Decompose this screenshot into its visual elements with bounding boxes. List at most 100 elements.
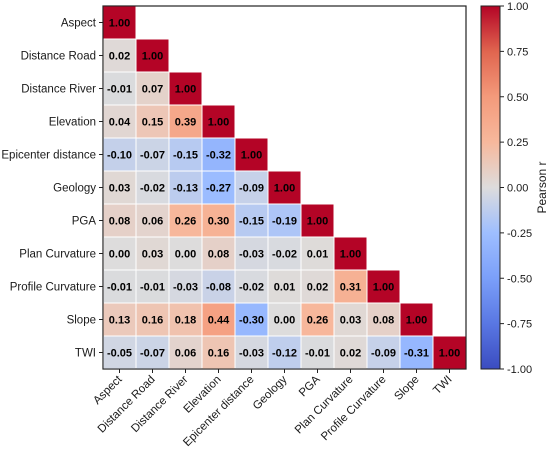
- colorbar-tick-label: -0.25: [507, 228, 532, 240]
- cell-value-label: -0.01: [107, 282, 132, 294]
- heatmap-cell: [334, 336, 367, 369]
- heatmap-cell: [235, 171, 268, 204]
- heatmap-cell: [235, 303, 268, 336]
- heatmap-cell: [136, 303, 169, 336]
- colorbar-title: Pearson r: [535, 161, 549, 213]
- cell-value-label: -0.30: [239, 315, 264, 327]
- heatmap-cell: [367, 336, 400, 369]
- cell-value-label: -0.15: [239, 216, 264, 228]
- heatmap-cell: [103, 138, 136, 171]
- heatmap-cell: [400, 336, 433, 369]
- cell-value-label: 0.30: [208, 216, 229, 228]
- cell-value-label: -0.07: [140, 150, 165, 162]
- y-tick-label: Slope: [67, 315, 96, 327]
- x-tick-label: Profile Curvature: [319, 374, 389, 444]
- heatmap-cell: [136, 171, 169, 204]
- heatmap-cell: [136, 237, 169, 270]
- heatmap-cell: [202, 336, 235, 369]
- heatmap-cell: [202, 204, 235, 237]
- y-tick-label: Elevation: [49, 117, 96, 129]
- cell-value-label: 0.03: [142, 249, 163, 261]
- heatmap-cell: [169, 336, 202, 369]
- heatmap-cell: [334, 270, 367, 303]
- cell-value-label: -0.03: [239, 249, 264, 261]
- x-tick-label: PGA: [297, 373, 323, 399]
- x-tick-label: TWI: [431, 374, 454, 397]
- cell-value-label: 0.08: [208, 249, 229, 261]
- cell-value-label: 0.03: [340, 315, 361, 327]
- heatmap-cell: [268, 171, 301, 204]
- colorbar-tick-label: 0.25: [507, 137, 528, 149]
- y-tick-label: Plan Curvature: [19, 249, 96, 261]
- heatmap-cell: [301, 237, 334, 270]
- cell-value-label: 1.00: [241, 150, 262, 162]
- heatmap-cell: [103, 6, 136, 39]
- heatmap-cell: [169, 204, 202, 237]
- cell-value-label: 1.00: [340, 249, 361, 261]
- heatmap-cell: [103, 204, 136, 237]
- heatmap-cell: [169, 72, 202, 105]
- cell-value-label: 0.08: [373, 315, 394, 327]
- heatmap-cell: [136, 336, 169, 369]
- heatmap-cell: [268, 270, 301, 303]
- heatmap-cell: [202, 105, 235, 138]
- cell-value-label: 0.07: [142, 84, 163, 96]
- cell-value-label: -0.02: [239, 282, 264, 294]
- x-tick-label: Slope: [392, 374, 421, 403]
- cell-value-label: 0.06: [175, 348, 196, 360]
- colorbar-gradient: [480, 5, 501, 370]
- heatmap-cell: [235, 204, 268, 237]
- colorbar-tick-label: -0.75: [507, 319, 532, 331]
- cell-value-label: 0.03: [109, 183, 130, 195]
- cell-value-label: 0.00: [175, 249, 196, 261]
- x-tick-label: Geology: [251, 373, 290, 412]
- cell-value-label: 1.00: [142, 51, 163, 63]
- cell-value-label: 0.02: [109, 51, 130, 63]
- heatmap-cells: 1.00 0.02 1.00 -0.01 0.07 1.00 0.04 0.15 0.39 1.0…: [103, 6, 466, 369]
- heatmap-cell: [301, 336, 334, 369]
- cell-value-label: -0.01: [305, 348, 330, 360]
- cell-value-label: 0.00: [274, 315, 295, 327]
- cell-value-label: -0.03: [173, 282, 198, 294]
- y-tick-label: Aspect: [61, 18, 97, 30]
- heatmap-cell: [202, 237, 235, 270]
- y-tick-label: Profile Curvature: [10, 282, 96, 294]
- heatmap-cell: [136, 204, 169, 237]
- heatmap-cell: [103, 270, 136, 303]
- cell-value-label: -0.19: [272, 216, 297, 228]
- cell-value-label: 0.02: [340, 348, 361, 360]
- heatmap-cell: [103, 39, 136, 72]
- heatmap-cell: [169, 270, 202, 303]
- heatmap-cell: [136, 39, 169, 72]
- cell-value-label: -0.02: [272, 249, 297, 261]
- cell-value-label: -0.12: [272, 348, 297, 360]
- cell-value-label: 0.16: [208, 348, 229, 360]
- cell-value-label: 0.04: [109, 117, 131, 129]
- cell-value-label: -0.15: [173, 150, 198, 162]
- colorbar-tick-label: 1.00: [507, 1, 528, 13]
- cell-value-label: 0.00: [109, 249, 130, 261]
- cell-value-label: 0.13: [109, 315, 130, 327]
- cell-value-label: 0.01: [274, 282, 295, 294]
- colorbar-tick-label: 0.00: [507, 183, 528, 195]
- y-tick-label: Distance River: [21, 84, 96, 96]
- cell-value-label: -0.03: [239, 348, 264, 360]
- heatmap-cell: [367, 303, 400, 336]
- cell-value-label: 1.00: [208, 117, 229, 129]
- heatmap-cell: [301, 270, 334, 303]
- heatmap-cell: [169, 105, 202, 138]
- colorbar-tick-label: -1.00: [507, 364, 532, 376]
- heatmap-cell: [235, 138, 268, 171]
- cell-value-label: -0.32: [206, 150, 231, 162]
- cell-value-label: 0.26: [175, 216, 196, 228]
- heatmap-cell: [268, 303, 301, 336]
- y-axis-labels: Aspect Distance Road Distance River Elevati…: [1, 18, 103, 360]
- cell-value-label: 0.06: [142, 216, 163, 228]
- colorbar: -1.00 -0.75 -0.50 -0.25 0.00 0.25 0.50 0.75 1.00…: [480, 1, 549, 376]
- heatmap-cell: [202, 303, 235, 336]
- cell-value-label: 1.00: [175, 84, 196, 96]
- cell-value-label: 1.00: [439, 348, 460, 360]
- cell-value-label: -0.13: [173, 183, 198, 195]
